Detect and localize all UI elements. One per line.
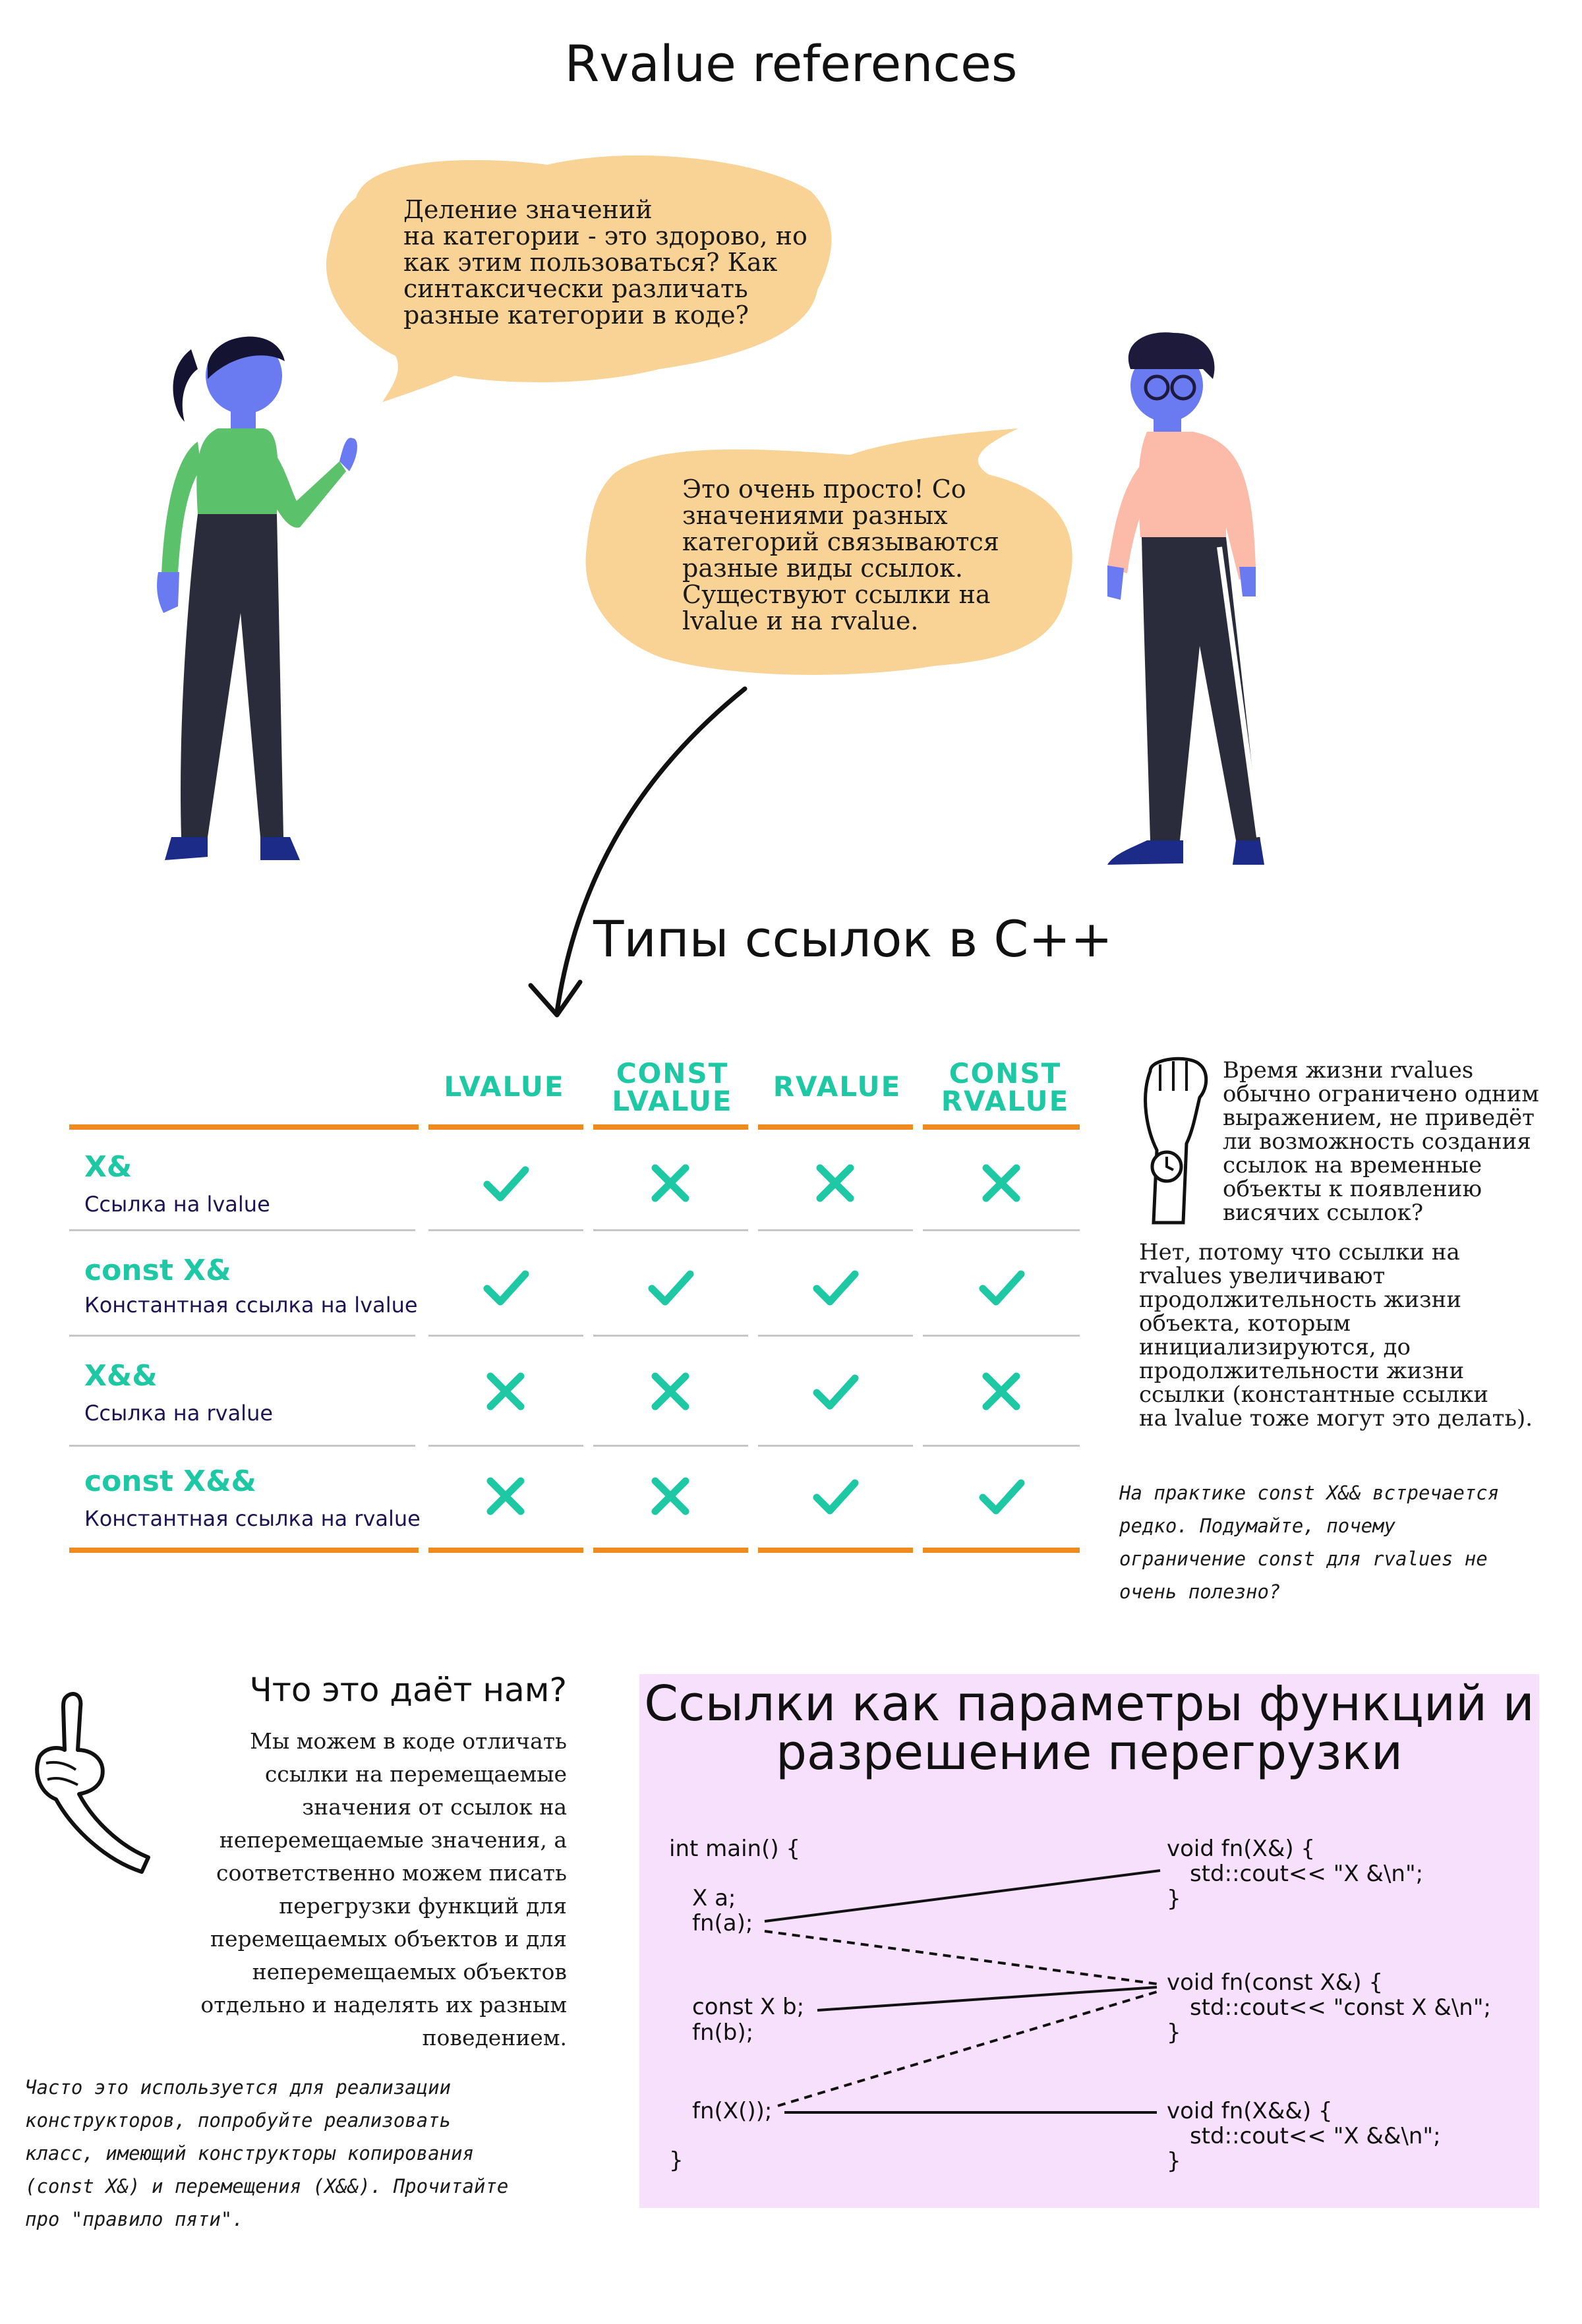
table-row: const X&& Константная ссылка на rvalue	[84, 1465, 421, 1531]
overload-connectors	[764, 1869, 1161, 2114]
man-figure	[1107, 332, 1264, 865]
code-decl-b: const X b;	[692, 1994, 805, 2020]
check-icon	[648, 1270, 694, 1306]
cross-icon	[982, 1372, 1020, 1410]
header-const-rvalue: CONST RVALUE	[941, 1057, 1070, 1117]
table-row: X& Ссылка на lvalue	[84, 1150, 270, 1217]
practice-note: На практике const X&& встречается редко.…	[1119, 1482, 1500, 1603]
code-call-b: fn(b);	[692, 2019, 754, 2046]
panel-title: Ссылки как параметры функций и разрешени…	[644, 1675, 1535, 1781]
raised-fist-icon	[1144, 1057, 1208, 1225]
table-row-divider	[69, 1445, 1080, 1447]
code-fn-rref-close: }	[1167, 2148, 1181, 2174]
side-answer: Нет, потому что ссылки на rvalues увелич…	[1139, 1239, 1533, 1432]
row-description: Константная ссылка на rvalue	[84, 1506, 421, 1531]
header-rvalue: RVALUE	[773, 1070, 902, 1103]
code-decl-a: X a;	[692, 1885, 736, 1911]
table-row-divider	[69, 1335, 1080, 1337]
what-gives-body: Мы можем в коде отличать ссылки на перем…	[200, 1728, 567, 2050]
table-top-rule	[923, 1124, 1080, 1130]
cross-icon	[651, 1372, 689, 1410]
row-description: Ссылка на lvalue	[84, 1192, 270, 1217]
code-fn-lref: void fn(X&) {	[1167, 1836, 1316, 1862]
check-icon	[979, 1479, 1025, 1515]
header-const-lvalue: CONST LVALUE	[612, 1057, 733, 1117]
code-fn-lref-close: }	[1167, 1886, 1181, 1912]
check-icon	[813, 1479, 859, 1515]
table-top-rule	[428, 1124, 583, 1130]
what-gives-note: Часто это используется для реализации ко…	[25, 2076, 509, 2230]
row-label: X&	[84, 1150, 132, 1184]
woman-figure	[157, 336, 357, 860]
code-call-temp: fn(X());	[692, 2098, 773, 2124]
code-fn-constref-close: }	[1167, 2019, 1181, 2046]
table-bottom-rule	[758, 1548, 913, 1553]
answer-bubble	[585, 428, 1072, 675]
row-label: const X&&	[84, 1465, 256, 1498]
side-question: Время жизни rvalues обычно ограничено од…	[1223, 1057, 1539, 1226]
check-icon	[813, 1270, 859, 1306]
table-row-divider	[69, 1229, 1080, 1231]
row-description: Константная ссылка на lvalue	[84, 1293, 418, 1318]
table-bottom-rule	[923, 1548, 1080, 1553]
table-top-rule	[758, 1124, 913, 1130]
check-icon	[813, 1374, 859, 1410]
curved-arrow-icon	[528, 686, 747, 1018]
table-top-rule	[593, 1124, 748, 1130]
code-main-close: }	[669, 2147, 684, 2174]
check-icon	[483, 1166, 529, 1202]
code-main-open: int main() {	[669, 1836, 801, 1862]
code-fn-constref-body: std::cout<< "const X &\n";	[1190, 1994, 1491, 2021]
table-row: X&& Ссылка на rvalue	[84, 1359, 273, 1426]
cross-icon	[816, 1164, 854, 1202]
table-bottom-rule	[69, 1548, 419, 1553]
what-gives-title: Что это даёт нам?	[249, 1671, 567, 1709]
header-lvalue: LVALUE	[444, 1070, 565, 1103]
cross-icon	[982, 1164, 1020, 1202]
table-top-rule	[69, 1124, 419, 1130]
row-description: Ссылка на rvalue	[84, 1401, 274, 1426]
overload-panel: Ссылки как параметры функций и разрешени…	[639, 1674, 1539, 2208]
check-icon	[483, 1270, 529, 1306]
code-fn-rref-body: std::cout<< "X &&\n";	[1190, 2123, 1441, 2149]
pointing-hand-icon	[35, 1692, 150, 1874]
cross-icon	[651, 1477, 689, 1515]
question-bubble	[326, 155, 832, 402]
code-fn-rref: void fn(X&&) {	[1167, 2098, 1333, 2124]
cross-icon	[486, 1372, 525, 1410]
code-fn-constref: void fn(const X&) {	[1167, 1969, 1383, 1996]
illustration	[157, 155, 1264, 1018]
table-bottom-rule	[428, 1548, 583, 1553]
row-label: X&&	[84, 1359, 158, 1393]
answer-bubble-text: Это очень просто! Со значениями разных к…	[682, 475, 999, 635]
check-icon	[979, 1270, 1025, 1306]
cross-icon	[651, 1164, 689, 1202]
code-call-a: fn(a);	[692, 1910, 753, 1936]
types-title: Типы ссылок в C++	[593, 910, 1113, 968]
page-title: Rvalue references	[564, 34, 1018, 93]
table-row: const X& Константная ссылка на lvalue	[84, 1254, 418, 1318]
table-bottom-rule	[593, 1548, 748, 1553]
code-fn-lref-body: std::cout<< "X &\n";	[1190, 1861, 1424, 1887]
question-bubble-text: Деление значений на категории - это здор…	[403, 195, 807, 330]
row-label: const X&	[84, 1254, 231, 1287]
cross-icon	[486, 1477, 525, 1515]
